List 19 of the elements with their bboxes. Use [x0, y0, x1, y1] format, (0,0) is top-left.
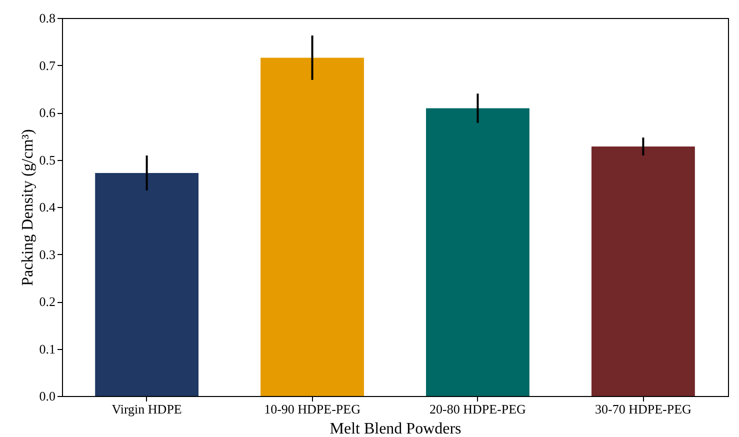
x-tick-label: 10-90 HDPE-PEG: [264, 402, 360, 416]
y-tick-label: 0.3: [39, 246, 56, 262]
bar: [591, 146, 695, 396]
y-tick-label: 0.4: [39, 200, 56, 214]
y-tick-label: 0.2: [39, 294, 56, 309]
y-tick-label: 0.5: [39, 152, 56, 168]
y-axis-title: Packing Density (g/cm³): [19, 129, 36, 286]
bar: [260, 58, 364, 396]
y-tick-label: 0.0: [39, 388, 56, 404]
bar: [426, 108, 530, 396]
x-tick-label: 30-70 HDPE-PEG: [594, 402, 692, 416]
bar: [95, 172, 199, 396]
y-tick-label: 0.8: [39, 10, 56, 26]
x-tick-label: Virgin HDPE: [112, 402, 182, 416]
x-tick-label: 20-80 HDPE-PEG: [430, 402, 526, 416]
y-tick-label: 0.6: [39, 105, 56, 120]
x-axis-title: Melt Blend Powders: [330, 420, 462, 437]
y-tick-label: 0.7: [39, 58, 56, 73]
y-tick-label: 0.1: [39, 341, 56, 356]
